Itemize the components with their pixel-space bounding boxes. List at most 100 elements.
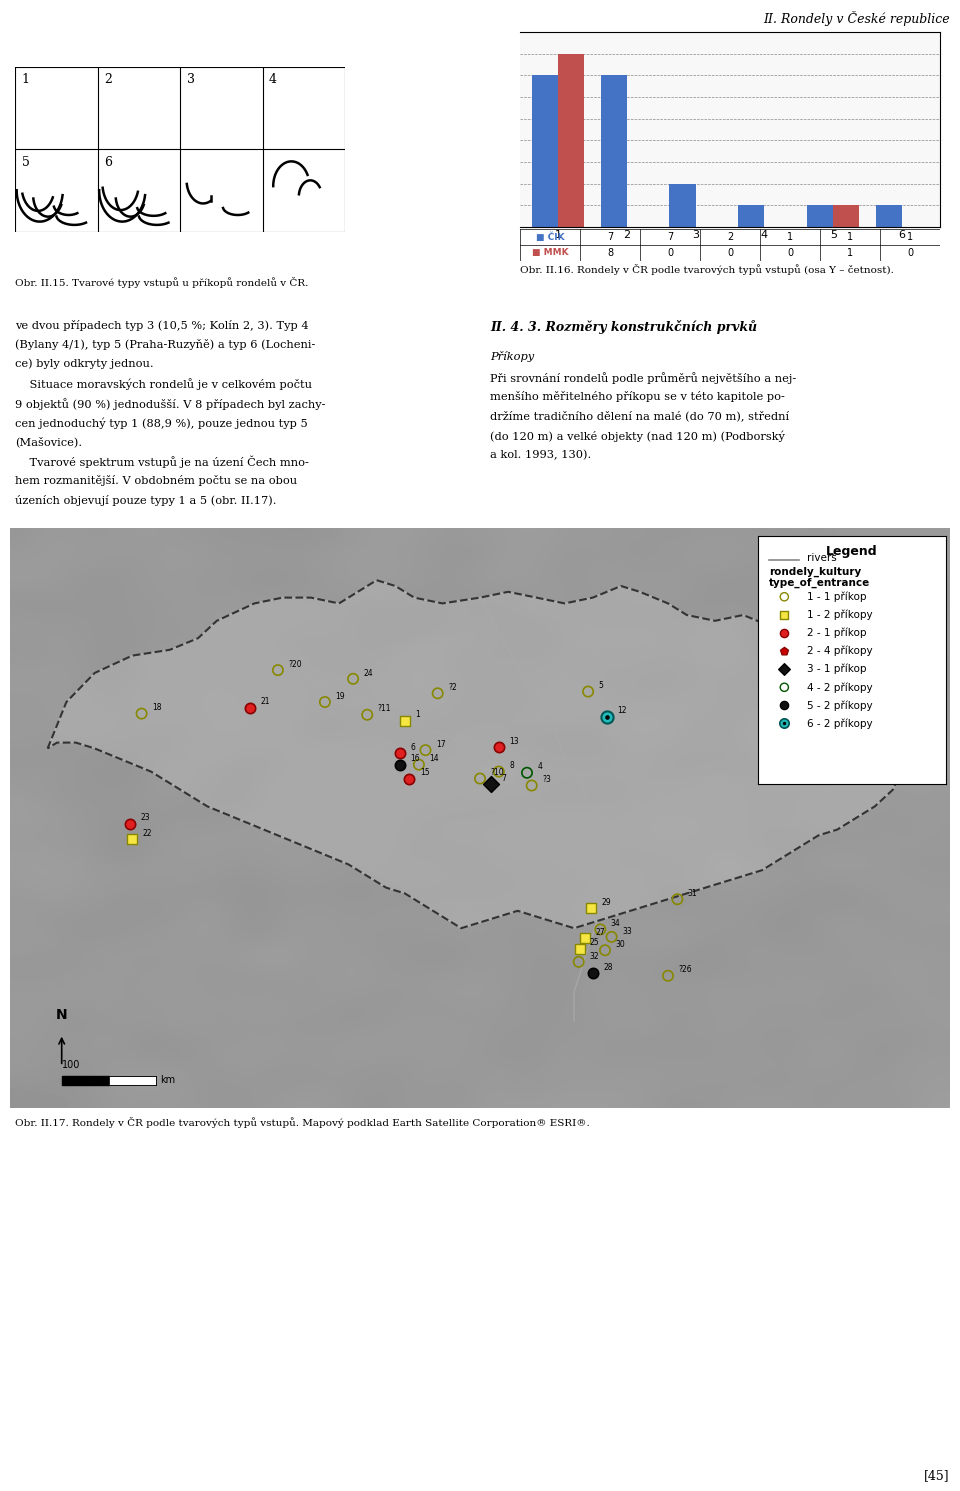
Text: 29: 29 — [601, 898, 611, 907]
Point — [317, 690, 332, 714]
Text: 8: 8 — [607, 248, 613, 258]
Text: km: km — [160, 1075, 176, 1085]
Text: 16: 16 — [411, 754, 420, 763]
Text: 7: 7 — [607, 233, 613, 242]
Point — [270, 658, 285, 681]
Text: Obr. II.17. Rondely v ČR podle tvarových typů vstupů. Mapový podklad Earth Satel: Obr. II.17. Rondely v ČR podle tvarových… — [15, 1117, 589, 1129]
Text: 4: 4 — [269, 73, 277, 86]
Text: 13: 13 — [509, 737, 518, 746]
Point — [359, 702, 374, 726]
Point — [599, 705, 614, 729]
Point — [777, 711, 792, 735]
Text: 1: 1 — [847, 248, 853, 258]
Point — [777, 622, 792, 646]
Text: 4 - 2 příkopy: 4 - 2 příkopy — [806, 681, 873, 692]
Text: 3: 3 — [186, 73, 195, 86]
Text: ?3: ?3 — [542, 775, 551, 784]
Text: 22: 22 — [142, 829, 152, 838]
Text: rondely_kultury: rondely_kultury — [769, 567, 861, 577]
Point — [492, 735, 507, 759]
Text: 1 - 1 příkop: 1 - 1 příkop — [806, 592, 866, 602]
Point — [777, 693, 792, 717]
Text: 25: 25 — [590, 938, 600, 947]
Text: 1: 1 — [22, 73, 30, 86]
Text: 1: 1 — [787, 233, 793, 242]
Polygon shape — [48, 580, 903, 929]
Text: 33: 33 — [622, 926, 632, 935]
Point — [584, 896, 599, 920]
Text: a kol. 1993, 130).: a kol. 1993, 130). — [490, 449, 591, 459]
Text: 0: 0 — [907, 248, 913, 258]
Text: 28: 28 — [603, 963, 612, 972]
Text: 24: 24 — [364, 668, 373, 677]
Bar — [833, 206, 859, 227]
Point — [660, 963, 676, 987]
Text: Při srovnání rondelů podle průměrů největšího a nej-: Při srovnání rondelů podle průměrů nejvě… — [490, 371, 796, 383]
Point — [572, 936, 588, 960]
Text: 2 - 4 příkopy: 2 - 4 příkopy — [806, 646, 873, 656]
Text: 7: 7 — [667, 233, 673, 242]
Text: držíme tradičního dělení na malé (do 70 m), střední: držíme tradičního dělení na malé (do 70 … — [490, 410, 789, 422]
Point — [585, 962, 601, 986]
Text: 5: 5 — [22, 155, 30, 168]
Text: 2: 2 — [104, 73, 112, 86]
Point — [402, 766, 418, 790]
Bar — [601, 76, 627, 227]
Point — [519, 760, 535, 784]
Text: 2: 2 — [727, 233, 733, 242]
Text: 5: 5 — [598, 681, 603, 690]
Point — [604, 924, 619, 948]
Point — [777, 640, 792, 663]
Text: 0: 0 — [727, 248, 733, 258]
Text: ■ MMK: ■ MMK — [532, 249, 568, 258]
Text: 2 - 1 příkop: 2 - 1 příkop — [806, 628, 866, 638]
Text: II. 4. 3. Rozměry konstrukčních prvků: II. 4. 3. Rozměry konstrukčních prvků — [490, 321, 757, 334]
Text: 5 - 2 příkopy: 5 - 2 příkopy — [806, 701, 873, 711]
Point — [597, 938, 612, 962]
Text: (do 120 m) a velké objekty (nad 120 m) (Podborský: (do 120 m) a velké objekty (nad 120 m) (… — [490, 429, 785, 441]
Text: ?10: ?10 — [491, 768, 504, 777]
Point — [492, 760, 507, 784]
Text: Obr. II.16. Rondely v ČR podle tvarových typů vstupů (osa Y – četnost).: Obr. II.16. Rondely v ČR podle tvarových… — [520, 264, 894, 274]
Text: 27: 27 — [595, 927, 605, 936]
Point — [524, 774, 540, 798]
Text: 23: 23 — [141, 814, 151, 823]
Text: 21: 21 — [260, 698, 270, 707]
Point — [484, 772, 499, 796]
Text: 3 - 1 příkop: 3 - 1 příkop — [806, 663, 866, 674]
Point — [123, 813, 138, 836]
Text: 6: 6 — [104, 155, 112, 168]
Text: 6 - 2 příkopy: 6 - 2 příkopy — [806, 719, 873, 729]
Text: hem rozmanitější. V obdobném počtu se na obou: hem rozmanitější. V obdobném počtu se na… — [15, 476, 298, 486]
Text: 34: 34 — [611, 918, 620, 927]
Text: 4: 4 — [538, 762, 542, 771]
Point — [133, 702, 150, 726]
Point — [125, 828, 140, 851]
Point — [346, 666, 361, 690]
Text: 18: 18 — [152, 704, 161, 713]
Point — [777, 658, 792, 681]
Point — [578, 926, 593, 950]
Bar — [738, 206, 764, 227]
Text: N: N — [56, 1008, 67, 1023]
Text: 9 objektů (90 %) jednodušší. V 8 případech byl zachy-: 9 objektů (90 %) jednodušší. V 8 případe… — [15, 398, 325, 410]
Point — [397, 708, 413, 732]
Point — [393, 753, 408, 777]
Text: (Bylany 4/1), typ 5 (Praha-Ruzyňě) a typ 6 (Locheni-: (Bylany 4/1), typ 5 (Praha-Ruzyňě) a typ… — [15, 340, 316, 350]
Text: II. Rondely v České republice: II. Rondely v České republice — [763, 10, 950, 25]
Text: 1: 1 — [415, 710, 420, 719]
Text: (Mašovice).: (Mašovice). — [15, 437, 83, 447]
Text: ?26: ?26 — [679, 966, 692, 975]
Text: 100: 100 — [61, 1060, 80, 1069]
Text: 1 - 2 příkopy: 1 - 2 příkopy — [806, 610, 873, 620]
Text: 32: 32 — [589, 951, 599, 960]
Text: 30: 30 — [615, 939, 625, 948]
Bar — [876, 206, 902, 227]
Point — [581, 680, 596, 704]
Bar — [558, 54, 584, 227]
Text: 31: 31 — [687, 889, 697, 898]
Point — [777, 675, 792, 699]
Point — [430, 681, 445, 705]
Text: rivers: rivers — [806, 553, 836, 564]
Text: 14: 14 — [429, 754, 439, 763]
